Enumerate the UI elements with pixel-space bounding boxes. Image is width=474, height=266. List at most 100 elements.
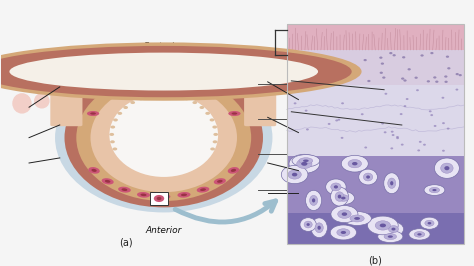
Ellipse shape <box>403 105 406 107</box>
Ellipse shape <box>434 125 437 127</box>
Ellipse shape <box>138 97 143 100</box>
Ellipse shape <box>337 229 350 236</box>
Ellipse shape <box>432 189 437 191</box>
Ellipse shape <box>64 68 263 207</box>
Ellipse shape <box>384 234 397 240</box>
Ellipse shape <box>181 194 187 196</box>
Ellipse shape <box>110 126 115 128</box>
Ellipse shape <box>306 128 309 131</box>
Bar <box>287 85 464 156</box>
Ellipse shape <box>341 197 346 200</box>
Ellipse shape <box>353 75 356 77</box>
Ellipse shape <box>326 179 346 195</box>
Bar <box>287 23 464 50</box>
Ellipse shape <box>9 53 318 90</box>
Ellipse shape <box>392 228 395 231</box>
Ellipse shape <box>301 162 308 166</box>
Ellipse shape <box>231 169 236 172</box>
Ellipse shape <box>289 70 292 73</box>
Ellipse shape <box>35 94 49 108</box>
Ellipse shape <box>101 178 114 185</box>
Ellipse shape <box>388 178 396 188</box>
Ellipse shape <box>419 141 422 143</box>
Ellipse shape <box>192 101 197 104</box>
Ellipse shape <box>13 94 31 113</box>
Ellipse shape <box>417 149 420 151</box>
Ellipse shape <box>317 57 320 59</box>
Ellipse shape <box>378 231 403 243</box>
Ellipse shape <box>384 93 387 95</box>
Ellipse shape <box>458 74 462 76</box>
Ellipse shape <box>335 78 338 80</box>
Ellipse shape <box>375 221 391 230</box>
Ellipse shape <box>392 54 396 56</box>
Ellipse shape <box>331 187 348 206</box>
Ellipse shape <box>315 223 323 233</box>
Ellipse shape <box>210 118 214 122</box>
Ellipse shape <box>402 56 405 59</box>
Ellipse shape <box>429 110 432 112</box>
Ellipse shape <box>445 81 448 83</box>
Ellipse shape <box>200 188 206 191</box>
Ellipse shape <box>365 147 367 148</box>
Ellipse shape <box>338 195 349 201</box>
Ellipse shape <box>381 63 384 65</box>
Ellipse shape <box>306 190 322 210</box>
Ellipse shape <box>292 155 319 167</box>
Ellipse shape <box>420 54 424 57</box>
Text: Posterior: Posterior <box>144 42 184 51</box>
Ellipse shape <box>430 52 434 54</box>
Ellipse shape <box>384 131 386 133</box>
Ellipse shape <box>137 192 150 198</box>
Ellipse shape <box>381 122 384 124</box>
Ellipse shape <box>401 77 404 80</box>
Ellipse shape <box>91 169 97 172</box>
Ellipse shape <box>140 194 146 196</box>
Ellipse shape <box>442 150 445 152</box>
Bar <box>150 192 168 205</box>
Ellipse shape <box>212 126 217 128</box>
Ellipse shape <box>337 119 340 121</box>
Ellipse shape <box>298 77 301 79</box>
Ellipse shape <box>341 137 344 139</box>
Ellipse shape <box>121 188 128 191</box>
Ellipse shape <box>447 128 449 130</box>
Ellipse shape <box>427 80 430 82</box>
Ellipse shape <box>342 212 347 216</box>
Ellipse shape <box>319 65 322 68</box>
Ellipse shape <box>91 83 237 192</box>
Ellipse shape <box>352 162 357 165</box>
Ellipse shape <box>425 220 434 226</box>
Ellipse shape <box>417 233 422 235</box>
Ellipse shape <box>177 192 191 198</box>
Ellipse shape <box>228 111 241 116</box>
Ellipse shape <box>379 56 383 59</box>
Ellipse shape <box>409 229 430 240</box>
Ellipse shape <box>213 133 218 136</box>
Ellipse shape <box>341 231 346 234</box>
FancyBboxPatch shape <box>244 75 276 126</box>
Ellipse shape <box>382 76 385 79</box>
Ellipse shape <box>408 68 411 70</box>
Ellipse shape <box>384 173 400 194</box>
Ellipse shape <box>328 123 330 125</box>
Ellipse shape <box>349 68 353 71</box>
Ellipse shape <box>76 74 251 201</box>
Ellipse shape <box>332 191 355 205</box>
Ellipse shape <box>326 64 329 66</box>
FancyBboxPatch shape <box>50 75 82 126</box>
Ellipse shape <box>87 111 99 116</box>
Ellipse shape <box>205 112 210 115</box>
Ellipse shape <box>401 144 404 146</box>
Ellipse shape <box>90 112 96 115</box>
Ellipse shape <box>447 67 450 69</box>
Ellipse shape <box>88 167 100 174</box>
Ellipse shape <box>400 113 402 115</box>
Ellipse shape <box>157 194 170 200</box>
Ellipse shape <box>380 72 383 74</box>
Ellipse shape <box>383 222 403 236</box>
Ellipse shape <box>389 52 392 54</box>
Ellipse shape <box>310 71 314 73</box>
Ellipse shape <box>364 59 367 61</box>
Ellipse shape <box>331 206 358 223</box>
